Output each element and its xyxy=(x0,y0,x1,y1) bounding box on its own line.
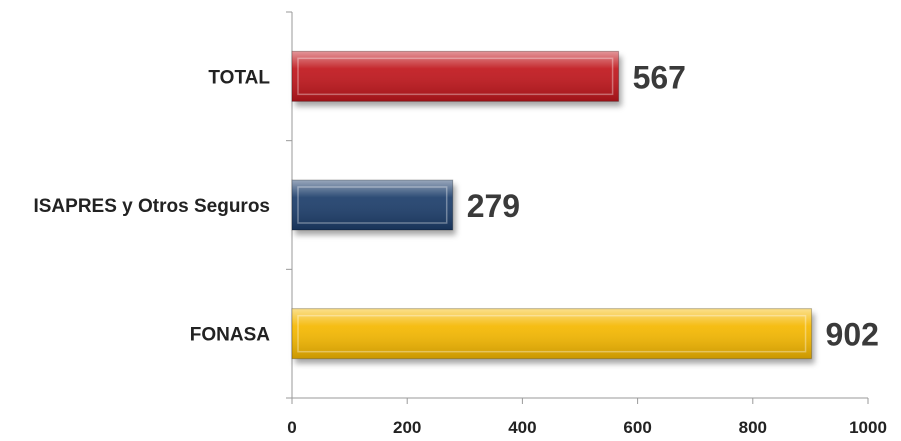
bar-highlight xyxy=(292,308,812,359)
bar-group: FONASA 902 xyxy=(190,308,879,360)
bar-outline xyxy=(291,50,620,102)
category-label: TOTAL xyxy=(208,67,270,88)
x-tick-label: 1000 xyxy=(849,418,887,437)
bar-group: ISAPRES y Otros Seguros 279 xyxy=(33,179,520,231)
x-tick-label: 600 xyxy=(623,418,651,437)
category-label: FONASA xyxy=(190,325,271,346)
bar-outline xyxy=(291,179,454,231)
value-label: 279 xyxy=(467,188,520,224)
bars-group: TOTAL 567 ISAPRES y Otros Seguros 279 FONASA… xyxy=(33,50,879,360)
bar-bevel xyxy=(297,57,614,96)
y-axis-ticks xyxy=(286,11,292,399)
bar-bevel xyxy=(297,314,807,353)
x-axis-ticks: 0 200 400 600 800 1000 xyxy=(287,398,887,437)
value-label: 902 xyxy=(826,317,879,353)
bar-highlight xyxy=(292,180,453,230)
bar-highlight xyxy=(292,51,619,102)
x-tick-label: 400 xyxy=(508,418,536,437)
bar-outline xyxy=(291,308,813,360)
category-label: ISAPRES y Otros Seguros xyxy=(33,196,270,217)
bar-bevel xyxy=(297,186,448,224)
x-tick-label: 0 xyxy=(287,418,296,437)
x-tick-label: 200 xyxy=(393,418,421,437)
x-tick-label: 800 xyxy=(739,418,767,437)
bar-group: TOTAL 567 xyxy=(208,50,686,102)
value-label: 567 xyxy=(633,59,686,95)
